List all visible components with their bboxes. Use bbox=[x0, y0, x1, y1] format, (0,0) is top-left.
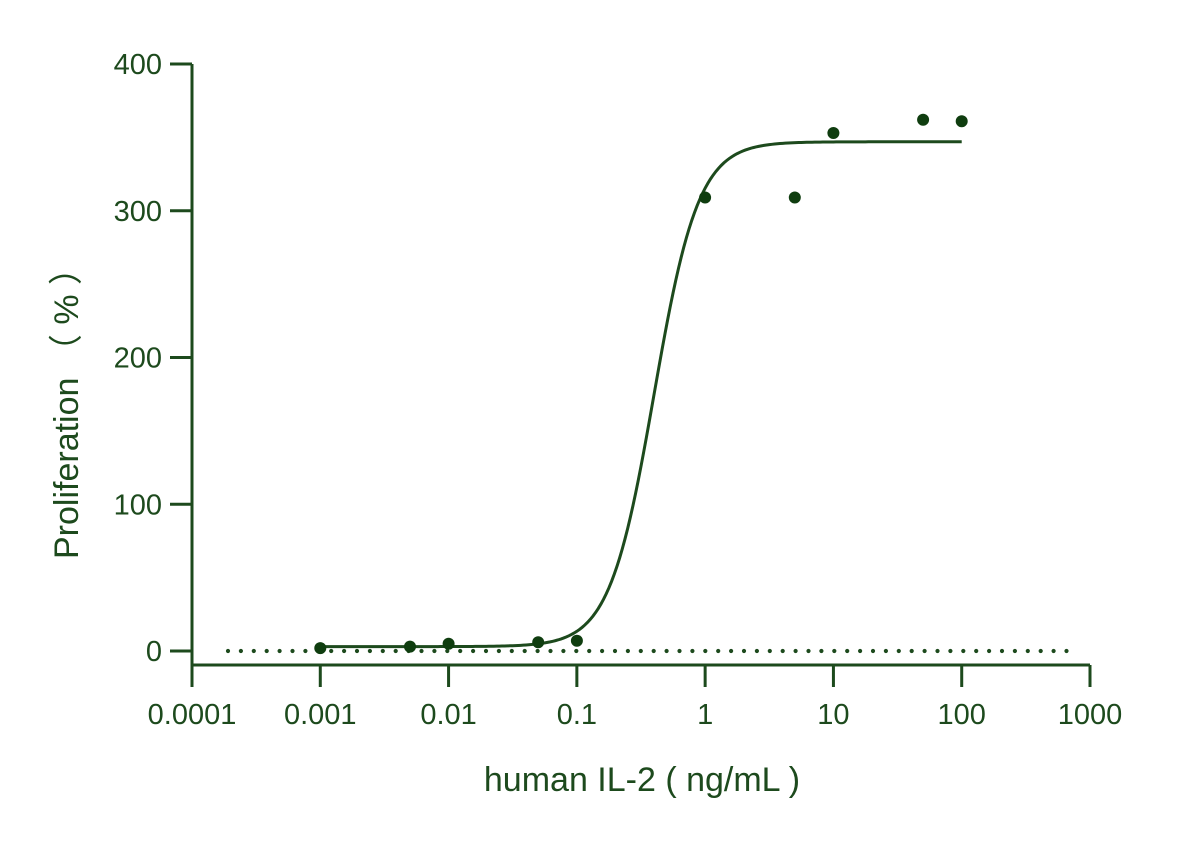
baseline-dot bbox=[780, 648, 785, 654]
y-tick-label: 300 bbox=[114, 196, 162, 228]
baseline-dot bbox=[574, 648, 579, 654]
baseline-dot bbox=[999, 648, 1005, 654]
baseline-dot bbox=[471, 648, 476, 654]
baseline-dot bbox=[883, 648, 889, 654]
baseline-dot bbox=[251, 648, 256, 654]
baseline-dot bbox=[432, 648, 437, 654]
y-tick-label: 400 bbox=[114, 49, 162, 81]
baseline-dot bbox=[303, 648, 308, 654]
baseline-dot bbox=[483, 648, 489, 654]
x-tick-label: 1 bbox=[697, 699, 713, 731]
y-tick-label: 0 bbox=[146, 636, 162, 668]
baseline-dot bbox=[393, 648, 398, 654]
y-axis-title: Proliferation （ % ） bbox=[48, 251, 86, 559]
baseline-dot bbox=[858, 648, 863, 654]
x-tick-label: 0.0001 bbox=[148, 699, 237, 731]
data-point bbox=[532, 636, 545, 649]
y-tick-label: 100 bbox=[114, 489, 162, 521]
baseline-dot bbox=[509, 648, 514, 654]
baseline-dot bbox=[961, 648, 966, 654]
x-tick-label: 0.001 bbox=[284, 699, 357, 731]
baseline-dot bbox=[896, 648, 901, 654]
axes bbox=[190, 64, 1090, 667]
data-point bbox=[917, 113, 930, 126]
baseline-dot bbox=[922, 648, 927, 654]
baseline-dot bbox=[987, 648, 992, 654]
x-tick-label: 10 bbox=[817, 699, 849, 731]
baseline-reference-line bbox=[225, 648, 1069, 654]
data-point bbox=[699, 191, 712, 204]
baseline-dot bbox=[587, 648, 592, 654]
data-point bbox=[827, 127, 840, 139]
baseline-dot bbox=[793, 648, 798, 654]
baseline-dot bbox=[329, 648, 334, 654]
baseline-dot bbox=[741, 648, 747, 654]
data-points bbox=[314, 113, 968, 655]
baseline-dot bbox=[948, 648, 953, 654]
baseline-dot bbox=[522, 648, 527, 654]
baseline-dot bbox=[806, 648, 811, 654]
baseline-dot bbox=[277, 648, 282, 654]
baseline-dot bbox=[935, 648, 940, 654]
x-tick-label: 100 bbox=[938, 699, 986, 731]
baseline-dot bbox=[1051, 648, 1056, 654]
baseline-dot bbox=[819, 648, 824, 654]
data-point bbox=[442, 637, 455, 650]
x-tick-label: 1000 bbox=[1058, 699, 1123, 731]
baseline-dot bbox=[767, 648, 772, 654]
baseline-dot bbox=[845, 648, 850, 654]
baseline-dot bbox=[496, 648, 501, 654]
y-tick-label: 200 bbox=[114, 343, 162, 375]
baseline-dot bbox=[354, 648, 360, 654]
baseline-dot bbox=[238, 648, 243, 654]
x-axis-title: human IL-2 ( ng/mL ) bbox=[484, 761, 800, 799]
baseline-dot bbox=[1025, 648, 1030, 654]
baseline-dot bbox=[870, 648, 876, 654]
baseline-dot bbox=[264, 648, 269, 654]
baseline-dot bbox=[342, 648, 347, 654]
baseline-dot bbox=[458, 648, 463, 654]
x-tick-label: 0.01 bbox=[420, 699, 476, 731]
data-point bbox=[570, 634, 583, 647]
baseline-dot bbox=[677, 648, 682, 654]
baseline-dot bbox=[690, 648, 695, 654]
baseline-dot bbox=[1064, 648, 1069, 654]
baseline-dot bbox=[380, 648, 385, 654]
baseline-dot bbox=[664, 648, 669, 654]
baseline-dot bbox=[548, 648, 553, 654]
baseline-dot bbox=[1012, 648, 1018, 654]
baseline-dot bbox=[651, 648, 656, 654]
baseline-dot bbox=[703, 648, 708, 654]
baseline-dot bbox=[561, 648, 566, 654]
baseline-dot bbox=[625, 648, 631, 654]
data-point bbox=[788, 191, 801, 204]
baseline-dot bbox=[638, 648, 643, 654]
baseline-dot bbox=[974, 648, 979, 654]
baseline-dot bbox=[290, 648, 295, 654]
baseline-dot bbox=[367, 648, 372, 654]
baseline-dot bbox=[419, 648, 424, 654]
baseline-dot bbox=[754, 648, 760, 654]
data-point bbox=[404, 640, 416, 653]
x-axis-ticks: 0.0001 0.001 0.01 0.1 1 10 100 1000 bbox=[148, 665, 1123, 731]
baseline-dot bbox=[1038, 648, 1043, 654]
fit-curve-group bbox=[320, 140, 962, 649]
y-axis-ticks: 0 100 200 300 400 bbox=[114, 49, 192, 668]
baseline-dot bbox=[225, 648, 231, 654]
baseline-dot bbox=[716, 648, 721, 654]
data-point bbox=[314, 642, 327, 655]
data-point bbox=[955, 115, 968, 128]
x-tick-label: 0.1 bbox=[557, 699, 597, 731]
baseline-dot bbox=[909, 648, 914, 654]
fit-curve bbox=[320, 140, 962, 649]
baseline-dot bbox=[612, 648, 618, 654]
baseline-dot bbox=[445, 648, 450, 654]
baseline-dot bbox=[832, 648, 837, 654]
baseline-dot bbox=[535, 648, 540, 654]
baseline-dot bbox=[729, 648, 734, 654]
baseline-dot bbox=[600, 648, 605, 654]
